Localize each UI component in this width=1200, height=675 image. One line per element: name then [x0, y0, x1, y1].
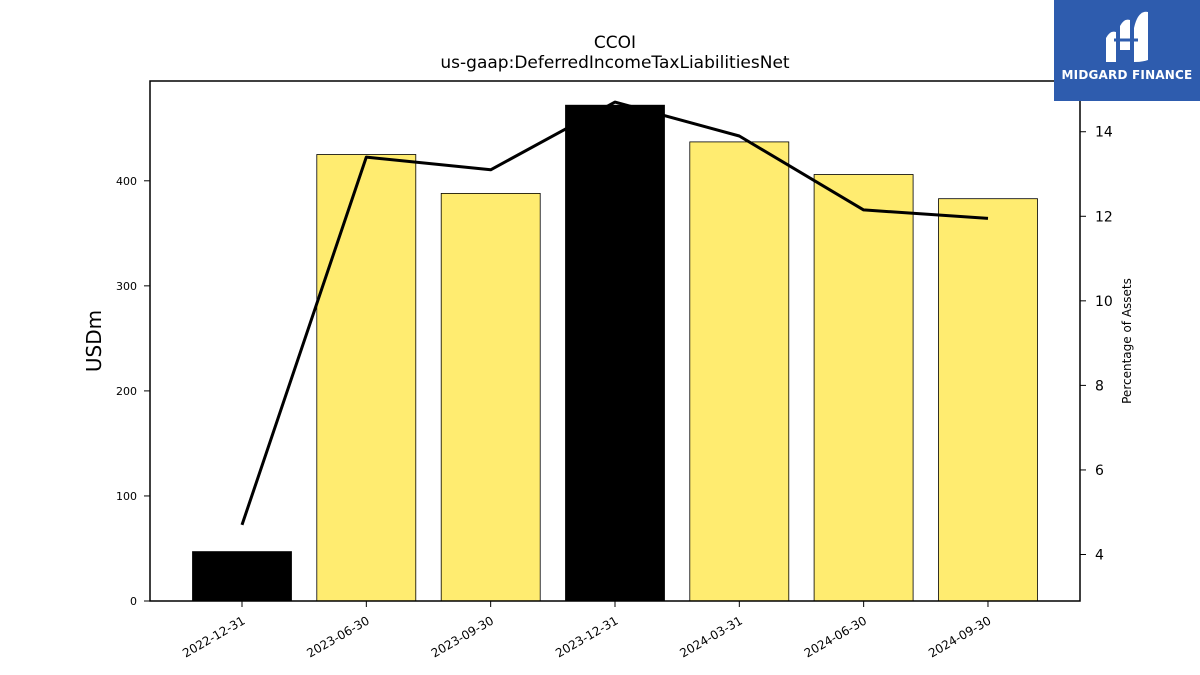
- x-tick-label: 2024-03-31: [677, 613, 744, 660]
- chart-title: CCOI: [594, 33, 636, 53]
- bar-2024-03-31: [689, 141, 790, 602]
- x-tick-label: 2023-12-31: [553, 613, 620, 660]
- left-tick-label: 200: [116, 385, 137, 398]
- right-axis-ticks: 4 6 8 10 12 14: [1080, 125, 1113, 563]
- x-tick-label: 2024-09-30: [926, 613, 993, 660]
- bar-2022-12-31: [192, 551, 292, 602]
- left-tick-label: 0: [130, 595, 137, 608]
- bars-group: [192, 104, 1038, 602]
- left-tick-label: 400: [116, 175, 137, 188]
- bar-2023-06-30: [316, 154, 417, 602]
- x-tick-label: 2022-12-31: [180, 613, 247, 660]
- left-axis-ticks: 0 100 200 300 400: [116, 175, 150, 608]
- bar-2024-09-30: [938, 198, 1038, 602]
- chart-subtitle: us-gaap:DeferredIncomeTaxLiabilitiesNet: [440, 53, 790, 73]
- logo-text: MIDGARD FINANCE: [1061, 68, 1193, 82]
- right-tick-label: 10: [1095, 294, 1113, 310]
- x-tick-label: 2024-06-30: [802, 613, 869, 660]
- right-tick-label: 4: [1095, 547, 1104, 563]
- bar-2023-12-31: [565, 104, 665, 602]
- logo-mark-icon: [1106, 11, 1148, 62]
- right-tick-label: 14: [1095, 125, 1113, 141]
- bar-2024-06-30: [813, 174, 914, 602]
- right-axis-label: Percentage of Assets: [1120, 278, 1134, 404]
- right-tick-label: 12: [1095, 209, 1113, 225]
- left-tick-label: 100: [116, 490, 137, 503]
- line-group: [240, 100, 989, 526]
- left-tick-label: 300: [116, 280, 137, 293]
- brand-logo: MIDGARD FINANCE: [1054, 0, 1200, 101]
- x-tick-label: 2023-09-30: [429, 613, 496, 660]
- left-axis-label: USDm: [82, 310, 106, 372]
- percentage-line: [240, 100, 989, 526]
- right-tick-label: 8: [1095, 378, 1104, 394]
- x-tick-label: 2023-06-30: [304, 613, 371, 660]
- x-axis-ticks: 2022-12-31 2023-06-30 2023-09-30 2023-12-31…: [180, 601, 993, 660]
- right-tick-label: 6: [1095, 463, 1104, 479]
- bar-2023-09-30: [440, 192, 541, 602]
